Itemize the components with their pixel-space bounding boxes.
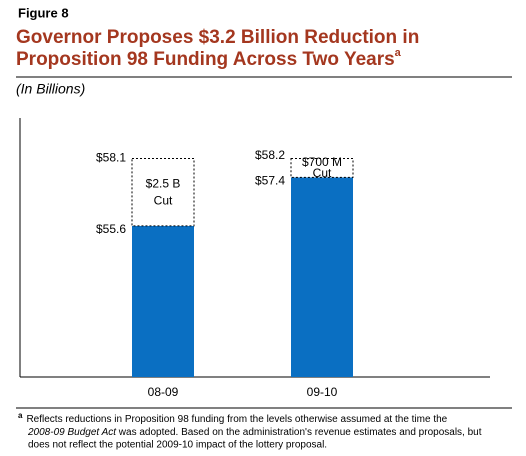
cut-label: $2.5 B: [146, 176, 181, 190]
footnote: 2008-09 Budget Act was adopted. Based on…: [27, 427, 482, 438]
footnote: does not reflect the potential 2009-10 i…: [28, 440, 327, 451]
bar: [291, 177, 353, 377]
chart-title: Governor Proposes $3.2 Billion Reduction…: [16, 27, 419, 48]
footnote: a Reflects reductions in Proposition 98 f…: [18, 411, 448, 425]
title-note: a: [395, 47, 402, 59]
bar: [132, 225, 194, 377]
chart-title: Proposition 98 Funding Across Two Yearsa: [16, 47, 402, 70]
x-tick-label: 09-10: [307, 385, 338, 399]
footnote-text: Reflects reductions in Proposition 98 fu…: [26, 414, 447, 425]
cut-box: [290, 157, 354, 178]
title-line: Proposition 98 Funding Across Two Years: [16, 49, 395, 70]
footnote-text: 2008-09 Budget Act: [27, 427, 117, 438]
x-tick-label: 08-09: [148, 385, 179, 399]
subtitle: (In Billions): [16, 81, 85, 97]
cut-box: [131, 157, 195, 227]
total-label: $58.1: [96, 151, 126, 165]
value-label: $57.4: [255, 174, 285, 188]
footnote-text: was adopted. Based on the administration…: [116, 427, 482, 438]
total-label: $58.2: [255, 148, 285, 162]
figure-label: Figure 8: [18, 5, 69, 20]
cut-label: $700 M: [302, 155, 342, 169]
cut-name: Cut: [313, 166, 332, 180]
value-label: $55.6: [96, 222, 126, 236]
footnote-marker: a: [18, 411, 23, 420]
cut-name: Cut: [154, 193, 173, 207]
